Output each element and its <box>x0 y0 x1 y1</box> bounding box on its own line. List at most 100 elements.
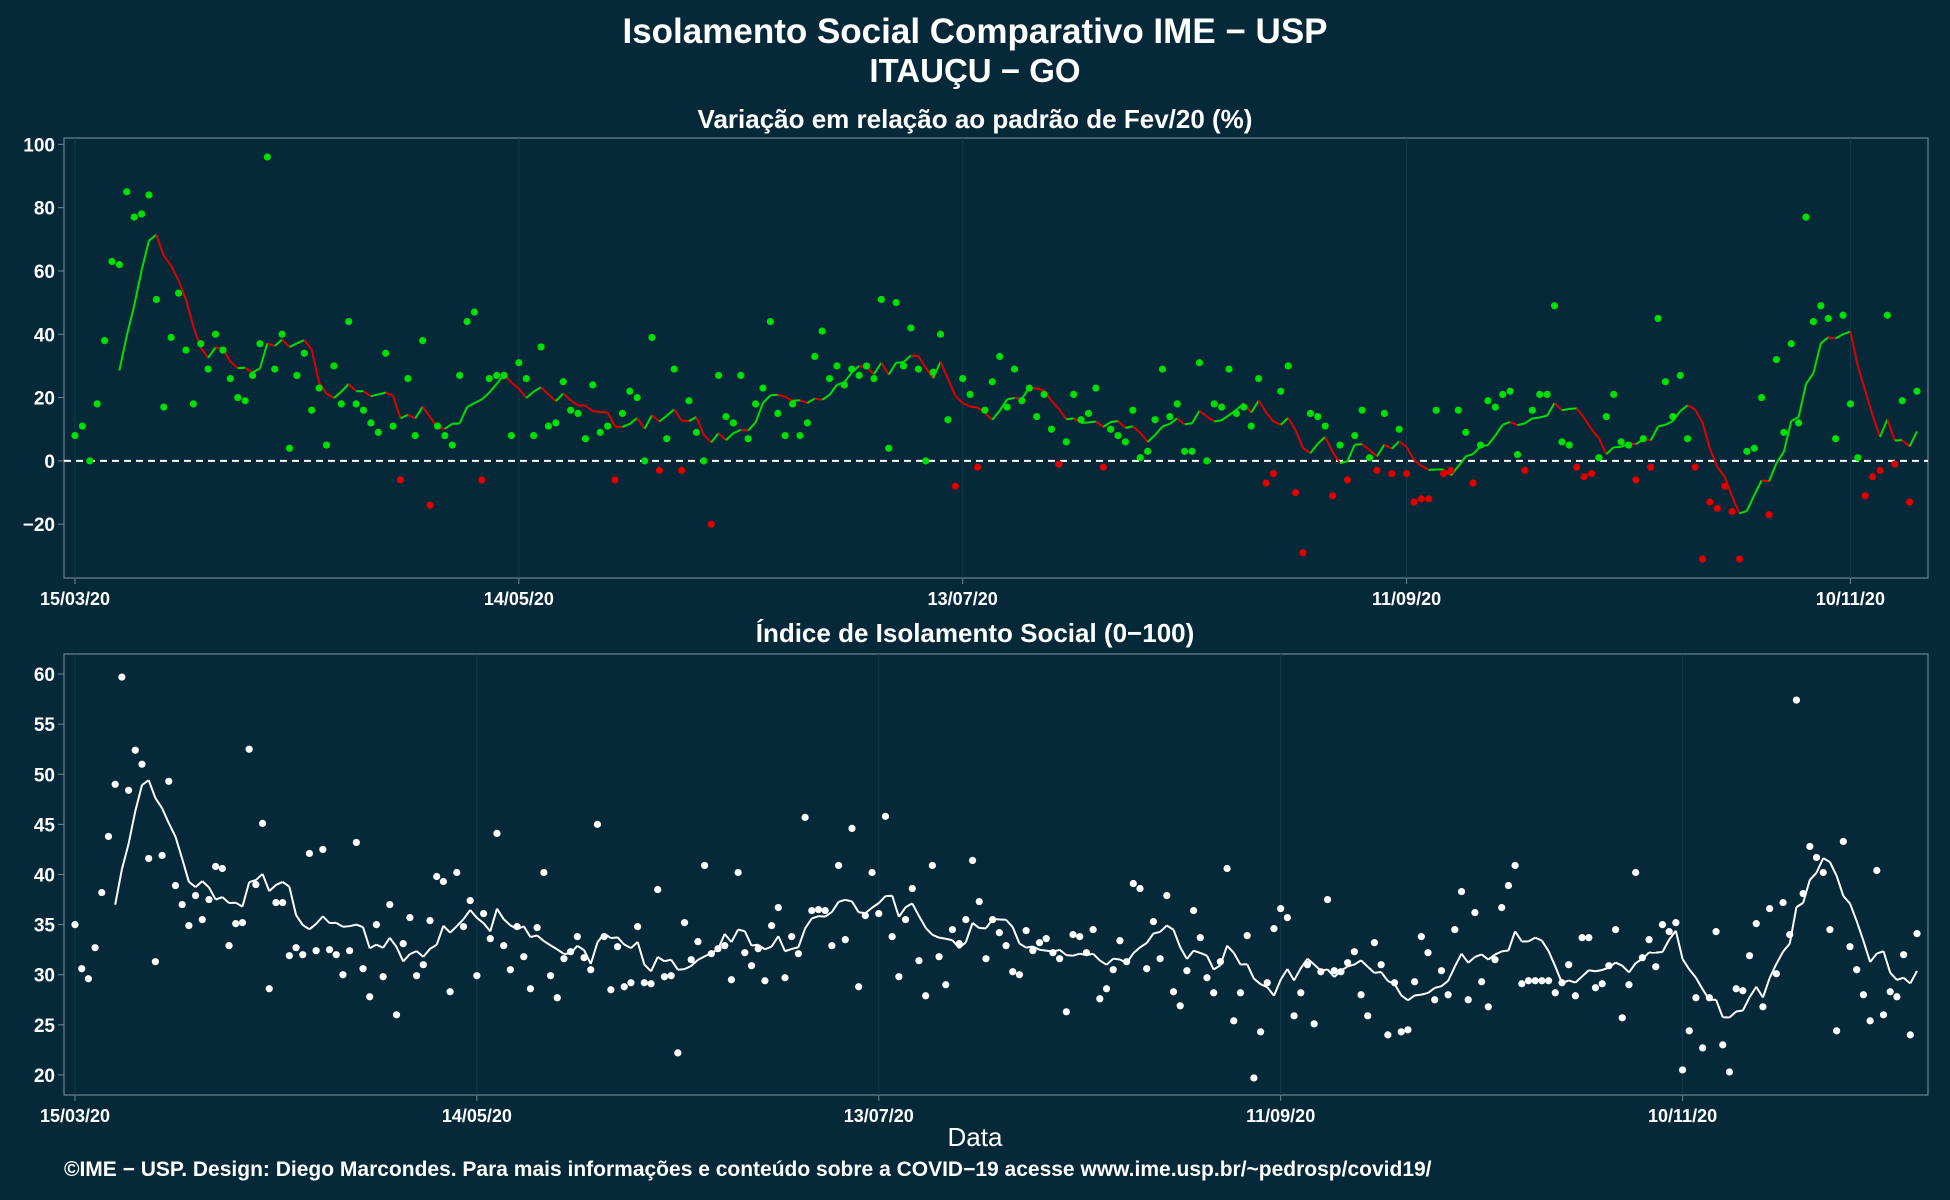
panel1-data-point <box>1025 384 1033 392</box>
panel2-trend-segment <box>1032 945 1040 951</box>
panel1-trend-segment <box>562 392 572 402</box>
panel2-data-point <box>707 950 715 958</box>
panel1-data-point <box>914 365 922 373</box>
panel2-trend-segment <box>924 927 934 936</box>
panel1-trend-segment <box>1198 409 1208 418</box>
panel1-data-point <box>655 466 664 474</box>
panel2-data-point <box>948 926 957 934</box>
panel1-data-point <box>559 378 567 386</box>
panel2-ytick-label: 45 <box>34 815 56 836</box>
panel1-data-point <box>1306 409 1314 417</box>
panel2-trend-segment <box>664 958 672 963</box>
panel1-data-point <box>1247 422 1255 430</box>
panel1-data-point <box>1809 317 1818 326</box>
panel1-data-point <box>1891 460 1899 468</box>
panel2-trend-segment <box>409 950 418 956</box>
panel1-trend-segment <box>547 393 557 402</box>
panel2-trend-segment <box>395 946 405 962</box>
panel1-trend-segment <box>814 397 823 401</box>
panel1-data-point <box>1195 359 1204 367</box>
panel2-data-point <box>1853 966 1861 974</box>
panel1-trend-segment <box>348 383 357 392</box>
panel1-data-point <box>130 213 138 221</box>
panel2-trend-segment <box>576 944 585 951</box>
panel1-data-point <box>862 362 871 370</box>
panel1-data-point <box>626 387 634 395</box>
panel2-data-point <box>1786 931 1794 939</box>
panel1-data-point <box>959 374 967 383</box>
panel2-ytick-label: 35 <box>34 916 56 937</box>
panel2-trend-segment <box>1105 957 1114 966</box>
panel1-trend-segment <box>1805 372 1815 385</box>
panel2-trend-segment <box>1440 980 1449 987</box>
panel2-data-point <box>841 936 849 944</box>
panel2-data-point <box>1370 939 1379 947</box>
panel1-data-point <box>115 261 123 269</box>
panel1-trend-segment <box>1828 336 1836 340</box>
panel1-trend-segment <box>710 432 720 443</box>
panel1-trend-segment <box>1066 417 1074 421</box>
panel2-trend-segment <box>804 917 813 930</box>
panel1-data-point <box>1328 492 1337 500</box>
panel1-trend-segment <box>303 339 313 351</box>
panel1-data-point <box>1676 371 1684 380</box>
panel2-trend-segment <box>215 896 223 901</box>
panel1-data-point <box>648 333 656 342</box>
panel2-data-point <box>1464 996 1472 1004</box>
panel2-data-point <box>714 945 722 953</box>
panel1-data-point <box>981 406 989 414</box>
panel2-trend-segment <box>322 915 331 924</box>
panel1-ytick-label: 80 <box>34 199 55 220</box>
panel2-data-point <box>71 921 79 929</box>
panel2-trend-segment <box>221 896 230 904</box>
panel2-data-point <box>1732 985 1740 993</box>
panel2-data-point <box>1491 956 1499 964</box>
panel2-data-point <box>647 980 655 988</box>
panel2-data-point <box>1176 1002 1184 1010</box>
panel2-data-point <box>352 838 360 847</box>
panel2-data-point <box>1009 968 1017 976</box>
panel2-data-point <box>1846 943 1854 951</box>
panel1-data-point <box>707 520 715 528</box>
panel1-data-point <box>759 384 767 392</box>
panel2-data-point <box>667 972 675 980</box>
panel2-trend-segment <box>235 901 243 908</box>
panel2-data-point <box>968 856 977 865</box>
panel2-data-point <box>1879 1011 1888 1019</box>
panel1-data-point <box>433 422 442 430</box>
panel2-trend-segment <box>1434 985 1442 989</box>
panel1-trend-segment <box>984 412 993 421</box>
panel2-data-point <box>1524 977 1533 985</box>
panel1-data-point <box>456 371 464 380</box>
panel1-trend-segment <box>1731 495 1741 514</box>
panel1-data-point <box>1373 466 1381 474</box>
panel2-data-point <box>1437 967 1446 975</box>
panel2-data-point <box>131 746 139 754</box>
panel1-data-point <box>1550 302 1559 310</box>
panel1-data-point <box>337 400 345 408</box>
panel1-data-point <box>877 295 885 304</box>
panel1-trend-segment <box>1797 383 1808 418</box>
panel1-trend-segment <box>1339 460 1348 465</box>
panel2-trend-segment <box>1374 971 1382 974</box>
panel1-trend-segment <box>1665 420 1674 426</box>
panel2-trend-segment <box>797 928 807 948</box>
panel1-trend-segment <box>1420 464 1430 471</box>
panel2-data-point <box>1357 991 1365 999</box>
panel1-data-point <box>485 374 493 383</box>
panel1-trend-segment <box>1605 446 1615 455</box>
panel2-trend-segment <box>1862 940 1872 963</box>
panel2-data-point <box>1035 939 1044 947</box>
panel1-data-point <box>256 340 264 348</box>
panel2-trend-segment <box>402 953 411 963</box>
panel2-data-point <box>962 916 970 924</box>
panel1-data-point <box>396 476 405 484</box>
panel2-data-point <box>272 898 280 907</box>
panel1-data-point <box>1536 390 1544 399</box>
panel2-data-point <box>1431 996 1439 1004</box>
panel2-trend-segment <box>1681 958 1691 970</box>
panel1-trend-segment <box>1006 397 1015 401</box>
panel1-trend-segment <box>673 408 683 422</box>
panel2-data-point <box>1424 949 1432 957</box>
panel2-data-point <box>989 916 997 924</box>
